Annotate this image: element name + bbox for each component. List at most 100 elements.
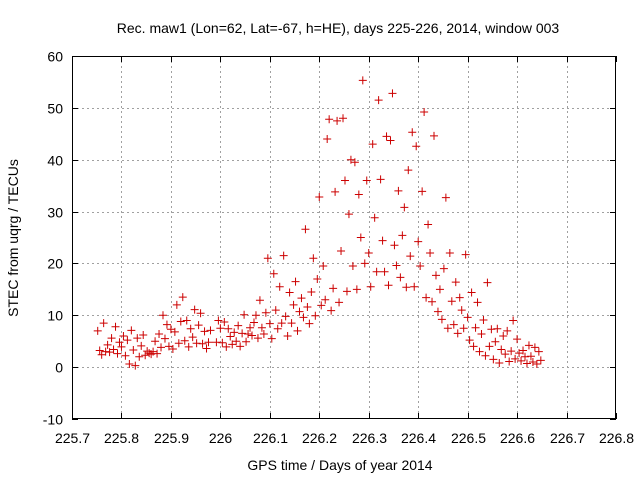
- data-point: [323, 134, 332, 143]
- data-point: [313, 274, 322, 283]
- data-point: [240, 310, 249, 319]
- data-point: [113, 349, 122, 358]
- data-point: [479, 315, 488, 324]
- data-point: [111, 322, 120, 331]
- data-point: [348, 262, 357, 271]
- data-point: [483, 278, 492, 287]
- data-point: [311, 311, 320, 320]
- data-point: [507, 347, 516, 356]
- data-point: [216, 324, 225, 333]
- data-point: [230, 328, 239, 337]
- data-point: [521, 352, 530, 361]
- data-point: [333, 116, 342, 125]
- data-point: [121, 351, 130, 360]
- data-point: [453, 329, 462, 338]
- data-point: [202, 344, 211, 353]
- data-point: [426, 249, 435, 258]
- data-point: [261, 308, 270, 317]
- data-point: [325, 115, 334, 124]
- data-point: [528, 357, 537, 366]
- data-point: [251, 311, 260, 320]
- data-point: [530, 343, 539, 352]
- data-point: [382, 132, 391, 141]
- data-point: [319, 262, 328, 271]
- data-point: [404, 166, 413, 175]
- data-point: [253, 334, 262, 343]
- data-point: [335, 298, 344, 307]
- data-point: [532, 360, 541, 369]
- data-point: [372, 267, 381, 276]
- y-tick-label: -10: [43, 412, 63, 428]
- data-point: [194, 321, 203, 330]
- data-point: [244, 329, 253, 338]
- x-tick-label: 226.2: [302, 430, 337, 446]
- data-point: [200, 327, 209, 336]
- data-point: [265, 319, 274, 328]
- x-tick-label: 226.4: [401, 430, 436, 446]
- data-point: [99, 319, 108, 328]
- data-point: [109, 345, 118, 354]
- data-point: [226, 332, 235, 341]
- data-point: [469, 342, 478, 351]
- data-point: [360, 259, 369, 268]
- data-point: [390, 241, 399, 250]
- data-point: [158, 311, 167, 320]
- data-point: [204, 338, 213, 347]
- data-point: [168, 344, 177, 353]
- data-point: [131, 361, 140, 370]
- data-point: [380, 267, 389, 276]
- data-point: [291, 277, 300, 286]
- data-point: [461, 250, 470, 259]
- data-point: [182, 316, 191, 325]
- data-point: [430, 131, 439, 140]
- data-point: [305, 319, 314, 328]
- data-point: [238, 329, 247, 338]
- data-point: [445, 249, 454, 258]
- y-tick-label: 40: [47, 153, 63, 169]
- data-point: [418, 187, 427, 196]
- y-tick-label: 30: [47, 205, 63, 221]
- data-point: [463, 313, 472, 322]
- data-point: [344, 210, 353, 219]
- data-point: [103, 340, 112, 349]
- y-tick-label: 60: [47, 49, 63, 65]
- data-point: [123, 336, 132, 345]
- data-point: [157, 343, 166, 352]
- plot-frame: [72, 56, 616, 419]
- data-point: [212, 338, 221, 347]
- x-tick-label: 225.7: [55, 430, 90, 446]
- data-point: [137, 341, 146, 350]
- data-point: [271, 306, 280, 315]
- data-point: [303, 302, 312, 311]
- data-point: [206, 326, 215, 335]
- x-tick-label: 226.8: [599, 430, 634, 446]
- data-point: [186, 324, 195, 333]
- data-point: [410, 282, 419, 291]
- data-point: [329, 284, 338, 293]
- data-point: [188, 333, 197, 342]
- y-tick-label: 50: [47, 101, 63, 117]
- data-point: [273, 324, 282, 333]
- data-point: [337, 246, 346, 255]
- data-point: [443, 324, 452, 333]
- data-points: [93, 76, 545, 370]
- data-point: [406, 252, 415, 261]
- data-point: [422, 293, 431, 302]
- data-point: [342, 287, 351, 296]
- y-axis-label: STEC from uqrg / TECUs: [5, 159, 21, 317]
- data-point: [295, 307, 304, 316]
- data-point: [174, 339, 183, 348]
- data-point: [263, 254, 272, 263]
- data-point: [386, 136, 395, 145]
- data-point: [107, 334, 116, 343]
- data-point: [366, 282, 375, 291]
- data-point: [439, 264, 448, 273]
- data-point: [364, 249, 373, 258]
- data-point: [356, 233, 365, 242]
- data-point: [455, 293, 464, 302]
- data-point: [176, 317, 185, 326]
- data-point: [248, 331, 257, 340]
- x-tick-label: 226.5: [451, 430, 486, 446]
- data-point: [95, 346, 104, 355]
